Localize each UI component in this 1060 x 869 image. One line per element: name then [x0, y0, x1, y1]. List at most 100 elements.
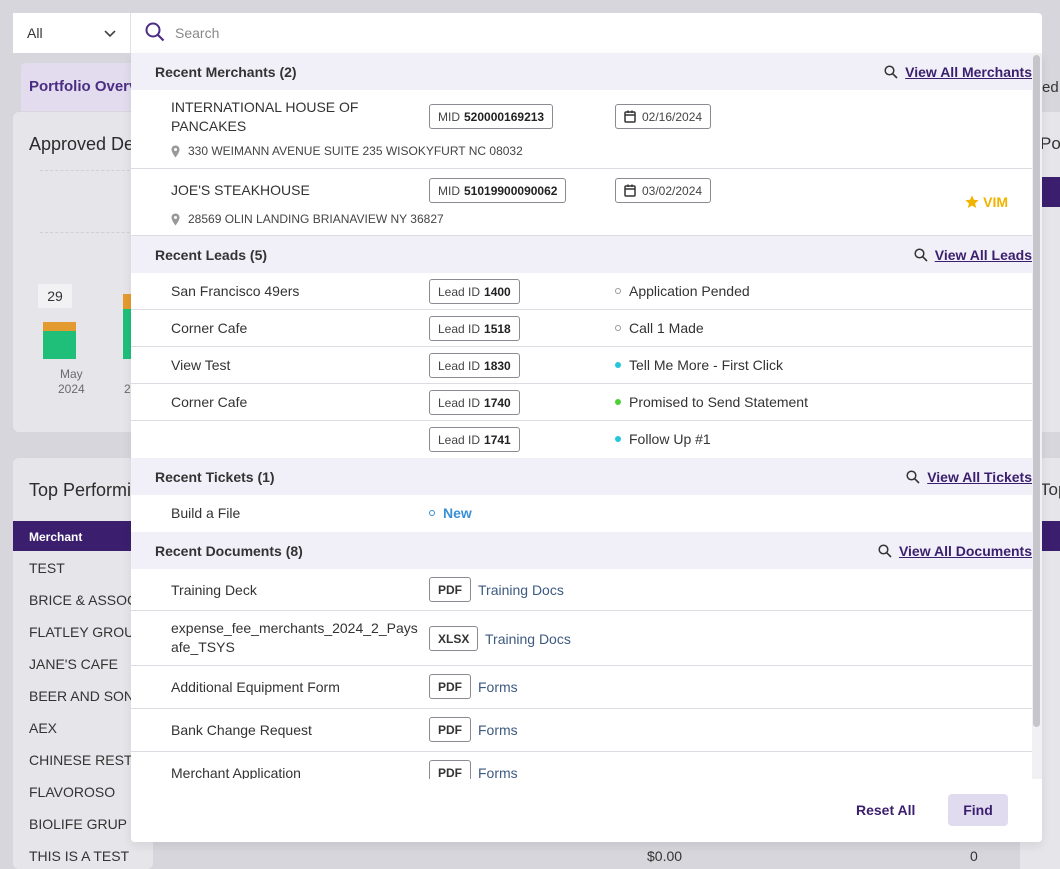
- lead-id-label: Lead ID: [438, 321, 481, 336]
- lead-id-tag: Lead ID 1518: [429, 316, 520, 341]
- lead-id-label: Lead ID: [438, 358, 481, 373]
- view-all-link[interactable]: View All Merchants: [905, 63, 1032, 80]
- table-row[interactable]: BIOLIFE GRUP: [29, 816, 128, 832]
- status-dot: [615, 399, 621, 405]
- table-row[interactable]: TEST: [29, 560, 65, 576]
- view-all-documents-link[interactable]: View All Documents: [878, 543, 1032, 559]
- view-all-merchants-link[interactable]: View All Merchants: [884, 64, 1032, 80]
- view-all-link[interactable]: View All Tickets: [927, 468, 1032, 485]
- document-category[interactable]: Training Docs: [478, 582, 564, 598]
- document-row[interactable]: Additional Equipment Form PDF Forms: [131, 666, 1032, 709]
- lead-status-label: Application Pended: [629, 283, 750, 299]
- table-row[interactable]: JANE'S CAFE: [29, 656, 119, 672]
- lead-row[interactable]: Lead ID 1741 Follow Up #1: [131, 421, 1032, 458]
- document-type-tag: PDF: [429, 717, 471, 742]
- document-type-tag: XLSX: [429, 626, 479, 651]
- document-row[interactable]: Merchant Application PDF Forms: [131, 752, 1032, 779]
- view-all-leads-link[interactable]: View All Leads: [914, 247, 1032, 263]
- lead-row[interactable]: Corner Cafe Lead ID 1518 Call 1 Made: [131, 310, 1032, 347]
- right-header-strip: [1040, 177, 1060, 207]
- lead-status: Follow Up #1: [615, 431, 711, 447]
- find-button[interactable]: Find: [948, 794, 1008, 826]
- document-type-tag: PDF: [429, 577, 471, 602]
- view-all-tickets-link[interactable]: View All Tickets: [906, 469, 1032, 485]
- document-row[interactable]: Training Deck PDF Training Docs: [131, 569, 1032, 611]
- lead-id-value: 1740: [484, 395, 511, 410]
- document-name: Merchant Application: [171, 765, 301, 779]
- right-title-partial: Por: [1040, 134, 1060, 153]
- status-dot: [429, 510, 435, 516]
- date-tag: 02/16/2024: [615, 104, 712, 129]
- lead-status: Call 1 Made: [615, 320, 704, 336]
- reset-all-button[interactable]: Reset All: [842, 794, 930, 826]
- search-scope-value: All: [27, 25, 43, 41]
- mid-value: 51019900090062: [464, 183, 558, 198]
- lead-row[interactable]: Corner Cafe Lead ID 1740 Promised to Send S…: [131, 384, 1032, 421]
- document-category[interactable]: Training Docs: [485, 631, 571, 647]
- mid-tag: MID 51019900090062: [429, 178, 567, 203]
- lead-id-tag: Lead ID 1740: [429, 390, 520, 415]
- scrollbar[interactable]: [1032, 53, 1042, 779]
- view-all-link[interactable]: View All Leads: [934, 246, 1032, 263]
- section-header-leads: Recent Leads (5) View All Leads: [131, 236, 1032, 273]
- lead-id-tag: Lead ID 1741: [429, 427, 520, 452]
- right-tab-partial: ed: [1042, 79, 1059, 96]
- global-search-bar: All: [13, 13, 1042, 53]
- grid-line: [40, 170, 140, 171]
- lead-name: San Francisco 49ers: [171, 283, 300, 299]
- view-all-link[interactable]: View All Documents: [898, 542, 1032, 559]
- bar-tick-year: 2024: [58, 382, 85, 396]
- scrollbar-thumb[interactable]: [1033, 55, 1040, 727]
- search-results-panel: Recent Merchants (2) View All Merchants …: [131, 53, 1042, 842]
- lead-id-label: Lead ID: [438, 395, 481, 410]
- document-row[interactable]: expense_fee_merchants_2024_2_Paysafe_TSY…: [131, 611, 1032, 666]
- bar-value-label: 29: [38, 284, 72, 308]
- document-category[interactable]: Forms: [478, 765, 518, 779]
- search-input[interactable]: [175, 25, 975, 41]
- table-row[interactable]: AEX: [29, 720, 58, 736]
- lead-id-value: 1400: [484, 284, 511, 299]
- table-header-merchant: Merchant: [13, 521, 153, 551]
- mid-label: MID: [438, 183, 460, 198]
- lead-status-label: Follow Up #1: [629, 431, 711, 447]
- document-category[interactable]: Forms: [478, 679, 518, 695]
- table-row[interactable]: BEER AND SONS: [29, 688, 144, 704]
- status-dot: [615, 362, 621, 368]
- table-row[interactable]: FLAVOROSO: [29, 784, 116, 800]
- merchant-row[interactable]: INTERNATIONAL HOUSE OF PANCAKES MID 52000…: [131, 90, 1032, 169]
- row-count: 0: [970, 848, 978, 864]
- search-icon: [878, 543, 892, 558]
- ticket-row[interactable]: Build a File New: [131, 495, 1032, 532]
- search-field: [131, 13, 1042, 53]
- calendar-icon: [624, 184, 636, 197]
- section-header-merchants: Recent Merchants (2) View All Merchants: [131, 53, 1032, 90]
- lead-status: Application Pended: [615, 283, 750, 299]
- document-category[interactable]: Forms: [478, 722, 518, 738]
- merchant-row[interactable]: JOE'S STEAKHOUSE MID 51019900090062 03/02…: [131, 169, 1032, 236]
- table-row[interactable]: FLATLEY GROUP: [29, 624, 144, 640]
- merchant-date: 02/16/2024: [642, 109, 703, 124]
- search-icon: [884, 64, 898, 79]
- lead-row[interactable]: San Francisco 49ers Lead ID 1400 Applicatio…: [131, 273, 1032, 310]
- lead-id-label: Lead ID: [438, 432, 481, 447]
- row-amount: $0.00: [647, 848, 683, 864]
- lead-id-tag: Lead ID 1400: [429, 279, 520, 304]
- results-scroll-area[interactable]: Recent Merchants (2) View All Merchants …: [131, 53, 1032, 779]
- merchant-name: INTERNATIONAL HOUSE OF PANCAKES: [171, 99, 359, 134]
- search-icon: [145, 22, 165, 45]
- search-icon: [914, 247, 928, 262]
- approved-deals-card: Approved Deals: [13, 112, 157, 432]
- merchant-address: 330 WEIMANN AVENUE SUITE 235 WISOKYFURT …: [171, 144, 523, 158]
- approved-deals-title: Approved Deals: [29, 134, 158, 154]
- ticket-name: Build a File: [171, 505, 241, 521]
- status-dot: [615, 288, 621, 294]
- document-row[interactable]: Bank Change Request PDF Forms: [131, 709, 1032, 752]
- lead-row[interactable]: View Test Lead ID 1830 Tell Me More - First…: [131, 347, 1032, 384]
- lead-name: View Test: [171, 357, 231, 373]
- document-name: expense_fee_merchants_2024_2_Paysafe_TSY…: [171, 620, 418, 655]
- table-row[interactable]: THIS IS A TEST: [29, 848, 130, 864]
- lead-status-label: Call 1 Made: [629, 320, 704, 336]
- lead-id-value: 1830: [484, 358, 511, 373]
- search-scope-select[interactable]: All: [13, 13, 131, 53]
- lead-status-label: Promised to Send Statement: [629, 394, 808, 410]
